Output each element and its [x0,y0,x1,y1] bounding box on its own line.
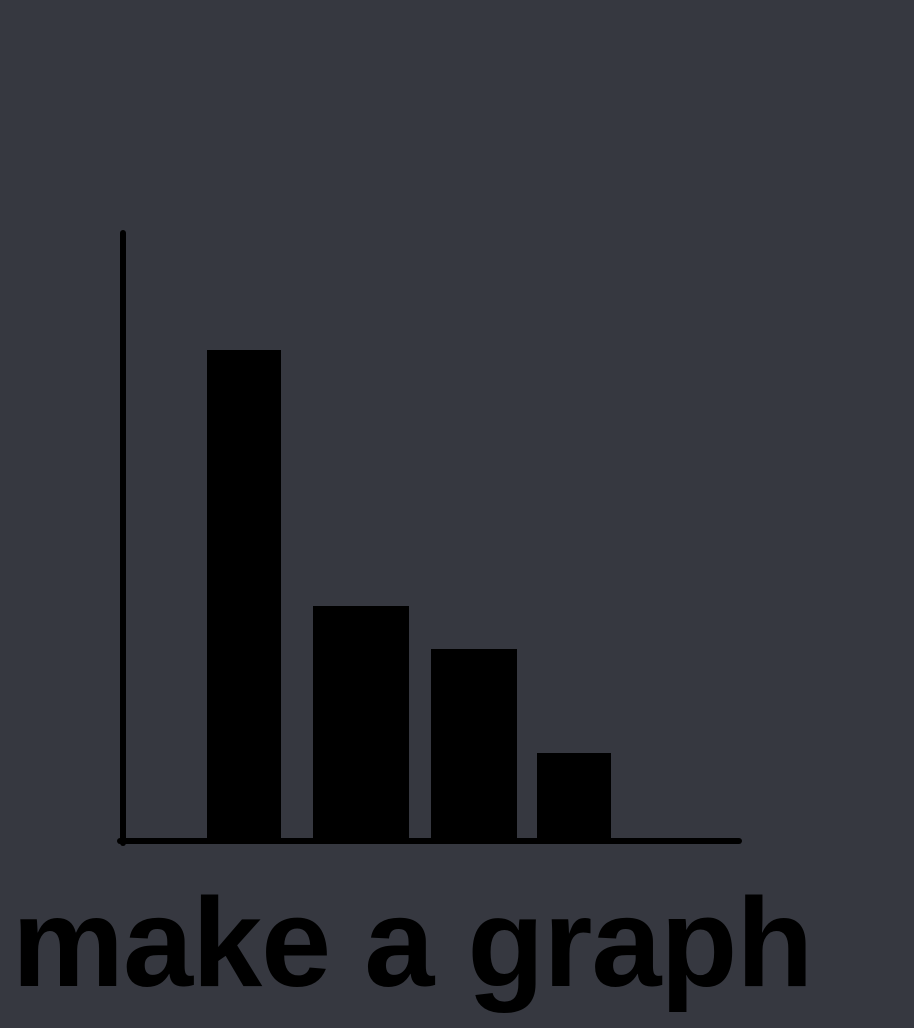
bars-group [207,350,611,838]
bar-2 [313,606,409,838]
bar-chart-icon [117,230,742,846]
bar-1 [207,350,281,838]
caption-text: make a graph [12,872,813,1013]
bar-4 [537,753,611,838]
bar-3 [431,649,517,838]
